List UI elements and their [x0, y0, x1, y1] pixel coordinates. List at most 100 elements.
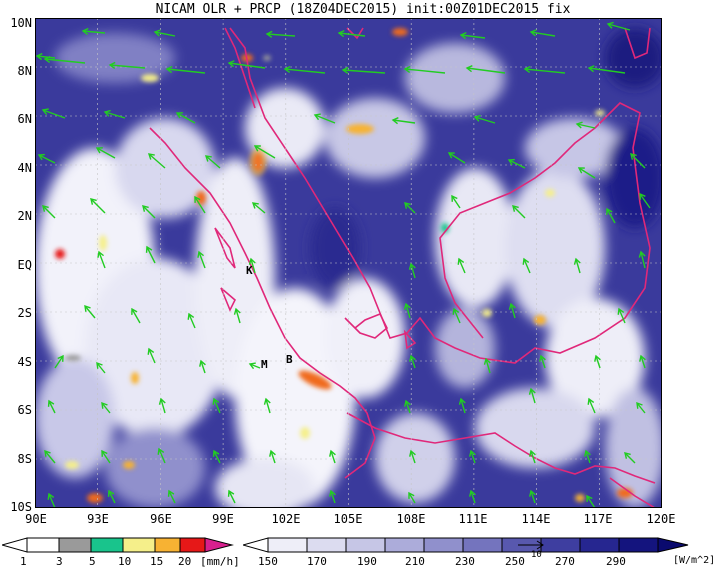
wind-arrowhead	[158, 397, 166, 405]
wind-arrow	[154, 31, 176, 37]
wind-arrowhead	[528, 387, 536, 395]
wind-arrow	[330, 490, 336, 504]
place-marker-k: K	[246, 264, 253, 277]
lat-label: 8S	[17, 452, 32, 466]
wind-arrow	[36, 55, 56, 59]
wind-arrow	[330, 450, 336, 464]
wind-arrow	[168, 490, 176, 504]
wind-arrow	[96, 147, 116, 159]
wind-arrowhead	[617, 307, 625, 315]
wind-arrow	[618, 308, 626, 324]
wind-arrowhead	[586, 494, 593, 502]
graticule	[35, 18, 662, 508]
olr-tick: 270	[555, 555, 575, 568]
wind-arrow	[510, 303, 516, 319]
wind-arrowhead	[408, 262, 416, 270]
wind-arrowhead	[630, 153, 637, 160]
wind-arrowhead	[391, 117, 399, 125]
lon-label: 93E	[87, 512, 109, 526]
precip-colorbar	[2, 537, 234, 553]
precip-tick: 3	[56, 555, 63, 568]
wind-arrow	[588, 67, 626, 74]
wind-arrowhead	[81, 27, 89, 36]
wind-arrow	[270, 450, 276, 464]
wind-arrow	[470, 490, 476, 504]
wind-arrow	[213, 450, 221, 464]
lat-label: 6N	[17, 112, 32, 126]
olr-colorbar	[243, 537, 689, 553]
wind-arrow	[228, 490, 236, 504]
wind-arrow	[460, 34, 486, 39]
wind-arrow	[405, 400, 411, 414]
wind-arrowhead	[638, 250, 646, 258]
wind-arrowhead	[131, 307, 138, 315]
wind-arrowhead	[404, 202, 411, 209]
wind-arrowhead	[507, 158, 515, 166]
wind-arrow	[84, 305, 96, 319]
lat-label: 10N	[10, 16, 32, 30]
wind-arrow	[530, 31, 556, 37]
wind-arrow	[82, 30, 106, 34]
wind-arrow	[249, 363, 261, 369]
wind-arrow	[42, 205, 56, 219]
wind-arrowhead	[212, 397, 220, 405]
wind-arrow	[512, 205, 526, 219]
wind-arrow	[410, 355, 416, 369]
wind-vectors	[35, 21, 651, 508]
wind-arrowhead	[145, 245, 153, 253]
wind-arrowhead	[469, 489, 476, 497]
wind-arrow	[98, 251, 106, 269]
lat-label: 10S	[10, 500, 32, 514]
lon-label: 114E	[521, 512, 551, 526]
wind-arrow	[54, 355, 64, 369]
wind-arrowhead	[165, 65, 173, 74]
precip-tick: 10	[118, 555, 132, 568]
wind-arrow	[108, 490, 116, 504]
wind-arrowhead	[233, 307, 241, 315]
wind-arrowhead	[539, 354, 546, 362]
wind-arrow	[38, 154, 56, 164]
wind-arrowhead	[35, 52, 43, 61]
lat-label: 4N	[17, 161, 32, 175]
place-marker-b: B	[286, 353, 293, 366]
precip-swatch	[58, 537, 92, 553]
wind-arrow	[109, 64, 146, 69]
wind-arrowhead	[95, 147, 103, 154]
wind-arrow	[404, 68, 446, 74]
wind-arrowhead	[337, 29, 345, 38]
wind-arrow	[586, 495, 596, 508]
olr-tick: 230	[455, 555, 475, 568]
wind-arrowhead	[253, 145, 261, 152]
wind-arrow	[474, 116, 496, 124]
olr-tick: 210	[405, 555, 425, 568]
olr-swatch	[618, 537, 659, 553]
wind-arrowhead	[97, 250, 105, 258]
wind-arrow	[530, 388, 536, 404]
wind-arrow	[205, 155, 221, 169]
wind-arrow	[200, 360, 206, 374]
wind-arrow	[540, 355, 546, 369]
wind-arrowhead	[42, 205, 49, 212]
wind-arrow	[630, 153, 646, 169]
wind-arrowhead	[157, 447, 165, 455]
wind-arrowhead	[84, 304, 91, 312]
lon-label: 90E	[25, 512, 47, 526]
wind-arrow	[284, 68, 326, 74]
wind-arrowhead	[313, 113, 321, 121]
wind-arrowhead	[90, 198, 97, 205]
wind-arrow	[160, 398, 166, 414]
lon-label: 99E	[212, 512, 234, 526]
wind-arrow	[198, 251, 206, 269]
wind-arrow	[588, 398, 596, 414]
wind-arrowhead	[47, 399, 55, 407]
olr-tick: 250	[505, 555, 525, 568]
wind-arrow	[48, 493, 56, 508]
wind-arrow	[448, 152, 466, 164]
wind-arrowhead	[606, 21, 614, 29]
map-border	[35, 18, 662, 508]
wind-arrowhead	[57, 354, 64, 362]
wind-arrow	[466, 67, 506, 74]
wind-arrowhead	[101, 449, 108, 457]
wind-arrow	[453, 308, 461, 324]
wind-arrowhead	[575, 121, 583, 129]
